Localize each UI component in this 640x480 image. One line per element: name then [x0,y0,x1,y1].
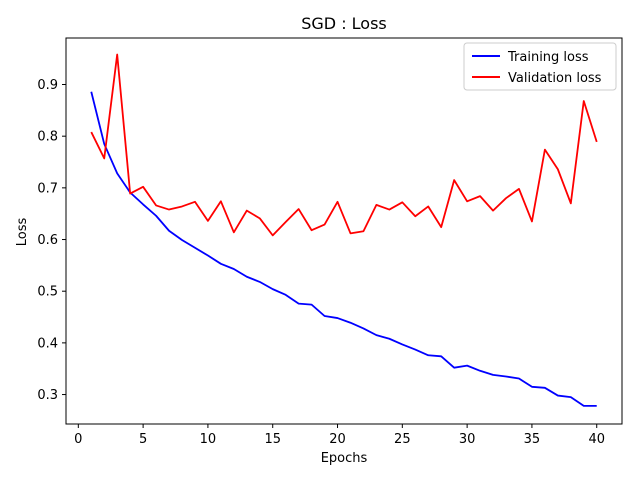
series-layer [90,53,598,407]
legend-box [463,42,617,91]
x-tick-label: 25 [394,432,411,447]
x-tick-label: 10 [200,432,217,447]
y-tick-label: 0.3 [37,388,58,403]
x-tick-label: 0 [74,432,82,447]
x-tick-label: 40 [588,432,605,447]
x-axis-ticks: 0 5 10 15 20 25 30 35 40 [74,424,605,447]
legend: Training loss Validation loss [463,42,617,91]
y-tick-label: 0.5 [37,285,58,300]
validation-loss-line [90,53,598,237]
y-tick-label: 0.4 [37,336,58,351]
y-axis-label: Loss [15,218,30,247]
x-tick-label: 20 [329,432,346,447]
plot-area-frame [65,37,623,425]
y-tick-label: 0.6 [37,233,58,248]
x-tick-label: 5 [139,432,147,447]
training-loss-line [90,91,597,407]
x-tick-label: 15 [264,432,281,447]
y-axis-ticks: 0.3 0.4 0.5 0.6 0.7 0.8 0.9 [37,78,66,403]
x-tick-label: 30 [459,432,476,447]
y-tick-label: 0.9 [37,78,58,93]
y-tick-label: 0.7 [37,181,58,196]
x-axis-label: Epochs [321,451,368,466]
legend-label-training: Training loss [507,50,589,65]
chart-title: SGD : Loss [301,14,387,33]
legend-label-validation: Validation loss [508,71,602,86]
x-tick-label: 35 [524,432,541,447]
y-tick-label: 0.8 [37,130,58,145]
